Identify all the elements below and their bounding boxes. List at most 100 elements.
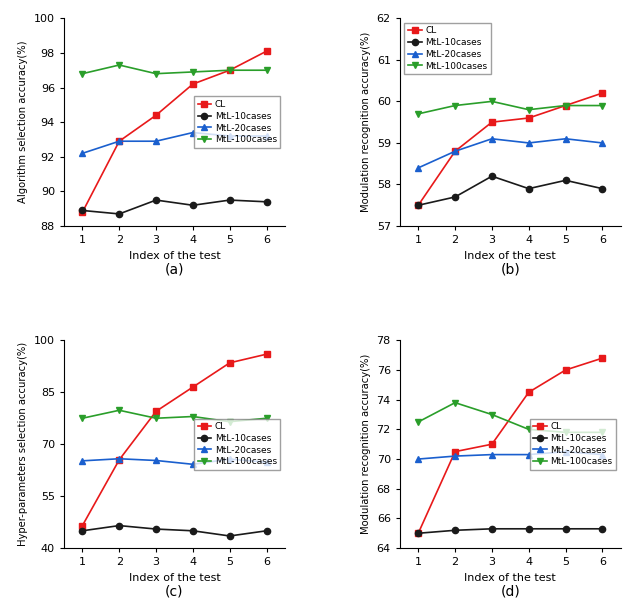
MtL-10cases	[115, 522, 123, 529]
MtL-20cases	[79, 150, 86, 157]
MtL-20cases	[189, 460, 196, 468]
MtL-100cases	[226, 418, 234, 425]
CL	[415, 530, 422, 537]
Line: CL: CL	[415, 90, 605, 208]
MtL-100cases	[226, 66, 234, 74]
CL	[451, 448, 459, 456]
MtL-100cases	[598, 102, 606, 109]
Line: MtL-20cases: MtL-20cases	[79, 456, 269, 468]
MtL-100cases	[451, 102, 459, 109]
X-axis label: Index of the test: Index of the test	[465, 572, 556, 583]
MtL-20cases	[562, 135, 570, 143]
MtL-100cases	[525, 106, 532, 113]
MtL-10cases	[525, 525, 532, 532]
MtL-100cases	[115, 62, 123, 69]
MtL-20cases	[79, 457, 86, 465]
MtL-20cases	[562, 448, 570, 456]
Y-axis label: Hyper-parameters selection accuracy(%): Hyper-parameters selection accuracy(%)	[19, 342, 28, 546]
MtL-20cases	[415, 164, 422, 172]
MtL-10cases	[451, 193, 459, 200]
MtL-10cases	[226, 532, 234, 540]
Legend: CL, MtL-10cases, MtL-20cases, MtL-100cases: CL, MtL-10cases, MtL-20cases, MtL-100cas…	[404, 23, 491, 74]
X-axis label: Index of the test: Index of the test	[465, 251, 556, 261]
CL	[189, 384, 196, 391]
Text: (a): (a)	[164, 262, 184, 276]
MtL-100cases	[488, 97, 496, 105]
Text: (b): (b)	[500, 262, 520, 276]
X-axis label: Index of the test: Index of the test	[129, 251, 220, 261]
MtL-20cases	[262, 132, 270, 139]
MtL-20cases	[451, 147, 459, 155]
Y-axis label: Modulation recognition accuracy(%): Modulation recognition accuracy(%)	[361, 32, 371, 213]
MtL-10cases	[451, 527, 459, 534]
MtL-100cases	[598, 429, 606, 436]
MtL-20cases	[598, 451, 606, 458]
Line: MtL-20cases: MtL-20cases	[415, 136, 605, 171]
MtL-100cases	[262, 415, 270, 422]
Y-axis label: Algorithm selection accuracy(%): Algorithm selection accuracy(%)	[19, 41, 28, 203]
Text: (d): (d)	[500, 585, 520, 599]
MtL-10cases	[562, 177, 570, 184]
MtL-10cases	[189, 202, 196, 209]
CL	[451, 147, 459, 155]
MtL-20cases	[415, 456, 422, 463]
MtL-10cases	[79, 207, 86, 214]
MtL-10cases	[415, 202, 422, 209]
Line: MtL-100cases: MtL-100cases	[415, 98, 605, 117]
CL	[152, 111, 160, 119]
MtL-20cases	[488, 135, 496, 143]
MtL-20cases	[488, 451, 496, 458]
CL	[152, 407, 160, 415]
MtL-10cases	[262, 198, 270, 205]
MtL-10cases	[488, 525, 496, 532]
CL	[598, 354, 606, 362]
Line: MtL-100cases: MtL-100cases	[79, 407, 269, 425]
Legend: CL, MtL-10cases, MtL-20cases, MtL-100cases: CL, MtL-10cases, MtL-20cases, MtL-100cas…	[530, 418, 616, 470]
MtL-20cases	[226, 456, 234, 463]
MtL-20cases	[525, 139, 532, 147]
Legend: CL, MtL-10cases, MtL-20cases, MtL-100cases: CL, MtL-10cases, MtL-20cases, MtL-100cas…	[194, 418, 280, 470]
MtL-10cases	[79, 527, 86, 535]
MtL-10cases	[415, 530, 422, 537]
MtL-20cases	[598, 139, 606, 147]
CL	[525, 389, 532, 396]
CL	[226, 66, 234, 74]
Text: (c): (c)	[165, 585, 184, 599]
CL	[525, 114, 532, 122]
MtL-20cases	[226, 132, 234, 139]
MtL-10cases	[152, 526, 160, 533]
CL	[262, 48, 270, 55]
MtL-10cases	[226, 197, 234, 204]
MtL-100cases	[415, 110, 422, 118]
MtL-100cases	[189, 413, 196, 420]
MtL-100cases	[562, 102, 570, 109]
CL	[562, 367, 570, 374]
MtL-20cases	[189, 129, 196, 136]
MtL-100cases	[488, 411, 496, 418]
MtL-10cases	[598, 525, 606, 532]
MtL-100cases	[79, 70, 86, 77]
CL	[262, 351, 270, 358]
MtL-100cases	[562, 429, 570, 436]
MtL-20cases	[152, 138, 160, 145]
MtL-10cases	[488, 172, 496, 180]
MtL-10cases	[189, 527, 196, 535]
Line: MtL-10cases: MtL-10cases	[79, 523, 269, 539]
Y-axis label: Modulation recognition accuracy(%): Modulation recognition accuracy(%)	[361, 354, 371, 534]
Line: MtL-100cases: MtL-100cases	[79, 62, 269, 77]
MtL-20cases	[115, 138, 123, 145]
MtL-100cases	[115, 407, 123, 414]
MtL-100cases	[262, 66, 270, 74]
MtL-100cases	[189, 68, 196, 76]
CL	[415, 202, 422, 209]
Legend: CL, MtL-10cases, MtL-20cases, MtL-100cases: CL, MtL-10cases, MtL-20cases, MtL-100cas…	[194, 96, 280, 148]
CL	[115, 138, 123, 145]
MtL-10cases	[562, 525, 570, 532]
CL	[562, 102, 570, 109]
MtL-100cases	[79, 415, 86, 422]
CL	[488, 119, 496, 126]
CL	[115, 456, 123, 463]
MtL-10cases	[152, 197, 160, 204]
MtL-20cases	[262, 459, 270, 466]
MtL-100cases	[415, 418, 422, 426]
